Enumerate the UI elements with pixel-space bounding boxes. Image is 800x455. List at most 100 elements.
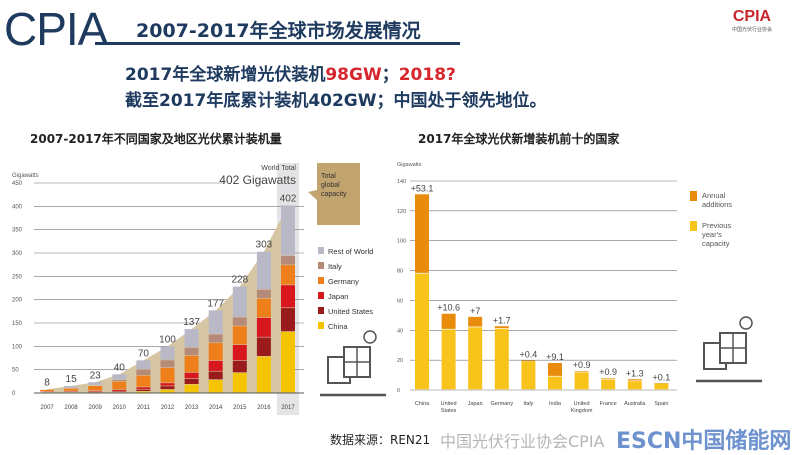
bar-row-2010 xyxy=(112,374,126,379)
bar-japan-2011 xyxy=(136,387,150,389)
bar-annual-India xyxy=(548,363,562,376)
bar-germany-2016 xyxy=(257,299,271,318)
bar-japan-2015 xyxy=(233,345,247,360)
legend-label: Previous xyxy=(702,221,731,230)
legend-label: United States xyxy=(328,307,373,316)
bar-china-2013 xyxy=(185,385,199,393)
x-tick-label: United xyxy=(441,401,457,407)
y-tick-label: 20 xyxy=(397,358,403,364)
bar-italy-2012 xyxy=(161,360,175,367)
bar-germany-2008 xyxy=(64,389,78,391)
sun-icon xyxy=(364,331,376,343)
bar-annual-France xyxy=(601,378,615,379)
y-tick-label: 250 xyxy=(12,274,23,280)
bar-germany-2007 xyxy=(40,390,54,391)
legend-swatch-italy xyxy=(318,262,324,269)
bar-previous-United-Kingdom xyxy=(575,372,589,389)
total-label: 40 xyxy=(114,362,126,373)
bar-previous-Germany xyxy=(495,329,509,390)
legend-swatch xyxy=(690,191,697,201)
bar-previous-China xyxy=(415,274,429,390)
bar-us-2010 xyxy=(112,391,126,392)
bar-germany-2014 xyxy=(209,343,223,360)
y-tick-label: 100 xyxy=(12,344,23,350)
x-tick-label: Spain xyxy=(654,401,668,407)
total-label: 303 xyxy=(256,240,273,251)
data-source: 数据来源：REN21 xyxy=(330,431,430,448)
bar-china-2017 xyxy=(281,332,295,393)
bar-annual-Italy xyxy=(521,361,535,362)
bar-us-2014 xyxy=(209,372,223,380)
x-tick-label: 2015 xyxy=(233,405,247,411)
bar-row-2012 xyxy=(161,346,175,359)
y-tick-label: 0 xyxy=(397,388,400,394)
total-label: 23 xyxy=(90,370,102,381)
bar-japan-2013 xyxy=(185,373,199,379)
y-tick-label: 450 xyxy=(12,181,23,187)
bar-italy-2010 xyxy=(112,380,126,381)
x-tick-label: 2008 xyxy=(64,405,78,411)
y-tick-label: 120 xyxy=(397,209,406,215)
addition-label: +7 xyxy=(470,306,480,316)
bar-japan-2012 xyxy=(161,383,175,385)
sun-icon xyxy=(740,317,752,329)
y-tick-label: 100 xyxy=(397,239,406,245)
bar-row-2014 xyxy=(209,310,223,333)
bar-row-2016 xyxy=(257,252,271,289)
x-tick-label: Italy xyxy=(523,401,533,407)
bar-italy-2016 xyxy=(257,290,271,298)
bar-previous-Spain xyxy=(654,383,668,389)
bar-germany-2009 xyxy=(88,386,102,390)
bar-china-2012 xyxy=(161,390,175,393)
bar-italy-2011 xyxy=(136,370,150,375)
legend-label: Japan xyxy=(328,292,348,301)
x-tick-label: France xyxy=(600,401,617,407)
y-tick-label: 350 xyxy=(12,228,23,234)
y-tick-label: 40 xyxy=(397,328,403,334)
bar-germany-2011 xyxy=(136,376,150,387)
addition-label: +10.6 xyxy=(437,303,460,313)
bar-italy-2014 xyxy=(209,334,223,342)
legend-swatch-germany xyxy=(318,277,324,284)
total-label: 228 xyxy=(231,275,248,286)
addition-label: +0.9 xyxy=(573,360,591,370)
legend-swatch-us xyxy=(318,307,324,314)
y-tick-label: 300 xyxy=(12,251,23,257)
y-tick-label: 400 xyxy=(12,204,23,210)
bar-japan-2014 xyxy=(209,361,223,371)
legend-label: Rest of World xyxy=(328,247,373,256)
bar-row-2009 xyxy=(88,382,102,385)
callout-text: Total xyxy=(321,173,336,180)
bar-row-2008 xyxy=(64,386,78,388)
bar-previous-Italy xyxy=(521,361,535,389)
total-label: 402 xyxy=(280,193,297,204)
legend-label: China xyxy=(328,322,348,331)
addition-label: +1.7 xyxy=(493,315,511,325)
callout-text: capacity xyxy=(321,191,347,198)
bar-china-2014 xyxy=(209,380,223,392)
bar-previous-United-States xyxy=(442,330,456,390)
x-tick-label: 2017 xyxy=(281,405,295,411)
x-tick-label: India xyxy=(549,401,562,407)
bar-germany-2010 xyxy=(112,382,126,390)
bar-us-2011 xyxy=(136,390,150,391)
y-tick-label: 80 xyxy=(397,269,403,275)
escn-watermark: ESCN中国储能网 xyxy=(616,423,791,455)
x-tick-label: Australia xyxy=(624,401,646,407)
bar-previous-Japan xyxy=(468,327,482,389)
y-tick-label: 140 xyxy=(397,179,406,185)
callout-text: global xyxy=(321,182,340,189)
legend-label: capacity xyxy=(702,239,730,248)
x-tick-label: Kingdom xyxy=(571,408,593,414)
bar-germany-2017 xyxy=(281,265,295,284)
addition-label: +0.4 xyxy=(520,350,538,360)
bar-japan-2009 xyxy=(88,391,102,392)
x-tick-label: Japan xyxy=(468,401,483,407)
legend-swatch-japan xyxy=(318,292,324,299)
bar-japan-2010 xyxy=(112,390,126,391)
world-total-label: World Total xyxy=(261,165,296,172)
bar-italy-2017 xyxy=(281,256,295,265)
x-tick-label: 2013 xyxy=(185,405,199,411)
x-tick-label: 2016 xyxy=(257,405,271,411)
